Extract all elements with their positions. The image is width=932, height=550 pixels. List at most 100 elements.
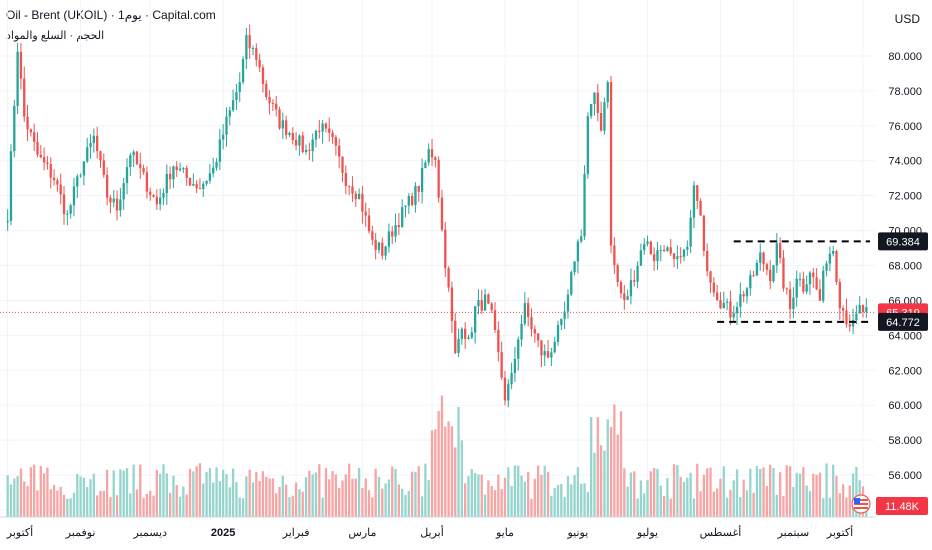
candle-body	[129, 155, 132, 168]
candle-body	[447, 268, 450, 288]
candle-body	[649, 241, 653, 255]
volume-bar	[99, 490, 102, 517]
volume-bar	[473, 473, 477, 517]
candle-body	[149, 191, 152, 195]
volume-bar	[245, 476, 248, 517]
x-tick-label: فبراير	[282, 527, 310, 539]
candle-body	[367, 215, 371, 232]
volume-bar	[503, 477, 507, 517]
candle-body	[444, 229, 447, 269]
volume-bar	[251, 482, 255, 517]
volume-bar	[311, 474, 314, 517]
candle-body	[719, 299, 722, 309]
volume-bar	[580, 483, 583, 517]
candle-body	[682, 249, 686, 257]
x-tick-label: 2025	[211, 527, 235, 539]
candle-body	[772, 265, 775, 282]
volume-bar	[391, 466, 394, 517]
price-axis[interactable]: 54.00056.00058.00060.00062.00064.00066.0…	[888, 51, 922, 517]
volume-bar	[550, 495, 553, 517]
volume-bar	[772, 468, 775, 517]
volume-bar	[520, 475, 523, 517]
volume-bar	[646, 479, 649, 517]
candle-body	[487, 294, 490, 304]
volume-bar	[848, 485, 851, 517]
interval-label[interactable]: 1يوم	[118, 8, 142, 22]
price-badge	[878, 232, 928, 251]
candle-body	[109, 197, 112, 203]
volume-bar	[775, 494, 778, 517]
candle-body	[560, 318, 563, 326]
volume-bar	[659, 485, 662, 517]
volume-bar	[656, 468, 659, 517]
candle-body	[82, 161, 86, 176]
volume-bar	[818, 472, 822, 517]
volume-bar	[56, 490, 59, 517]
volume-bar	[590, 416, 593, 517]
candle-body	[573, 261, 576, 273]
candle-body	[672, 253, 676, 259]
volume-bar	[9, 484, 13, 517]
volume-bar	[762, 467, 765, 517]
candle-body	[354, 193, 357, 200]
volume-bar	[26, 486, 29, 517]
volume-bar	[36, 490, 39, 517]
candle-body	[851, 319, 855, 327]
candle-body	[16, 51, 19, 106]
candle-body	[288, 132, 291, 136]
volume-bar	[788, 466, 792, 517]
candle-body	[401, 207, 404, 228]
candle-body	[636, 265, 639, 282]
time-axis[interactable]: أكتوبر نوفمبر ديسمبر 2025 فبراير مارس أبريل ماي…	[6, 525, 853, 539]
volume-bar	[759, 468, 762, 517]
candle-body	[666, 247, 669, 252]
volume-bar	[454, 447, 457, 517]
x-tick-label: يونيو	[566, 527, 588, 539]
volume-bar	[696, 463, 699, 517]
separator: ·	[145, 8, 150, 22]
volume-bar	[540, 474, 543, 517]
candle-body	[858, 305, 861, 314]
volume-bar	[155, 469, 159, 517]
candle-body	[752, 275, 755, 277]
volume-bar	[46, 467, 49, 517]
volume-bar	[808, 491, 812, 517]
candle-body	[762, 252, 765, 265]
candle-body	[619, 282, 623, 294]
volume-bar	[556, 484, 560, 517]
candle-body	[623, 293, 626, 300]
candles	[6, 24, 868, 408]
volume-bar	[198, 463, 202, 517]
candle-body	[546, 351, 550, 358]
volume-bar	[414, 471, 417, 517]
volume-bar	[248, 469, 251, 517]
volume-bar	[444, 426, 447, 517]
currency-label[interactable]: USD	[894, 12, 920, 26]
volume-bar	[636, 498, 639, 517]
candle-body	[692, 185, 696, 218]
candle-body	[503, 377, 507, 401]
x-tick-label: ديسمبر	[132, 527, 167, 539]
candle-body	[122, 183, 125, 200]
candle-body	[699, 200, 702, 216]
volume-bar	[510, 486, 513, 517]
chart-title[interactable]: Oil - Brent (UKOIL) · 1يوم · Capital.com	[6, 8, 216, 22]
volume-bar	[543, 466, 546, 517]
y-tick-label: 72.000	[888, 191, 922, 203]
volume-bar	[92, 473, 96, 517]
candle-body	[344, 173, 347, 186]
candle-body	[13, 105, 16, 152]
volume-bar	[643, 493, 646, 517]
candle-body	[202, 183, 205, 190]
volume-bar	[729, 489, 732, 517]
volume-bar	[832, 464, 835, 517]
volume-bar	[347, 463, 351, 517]
volume-bar	[752, 492, 755, 517]
candle-body	[56, 180, 59, 185]
volume-bar	[19, 468, 23, 517]
volume-bar	[119, 469, 122, 517]
candle-body	[168, 173, 172, 180]
candle-body	[497, 329, 500, 353]
volume-bar	[706, 468, 709, 517]
